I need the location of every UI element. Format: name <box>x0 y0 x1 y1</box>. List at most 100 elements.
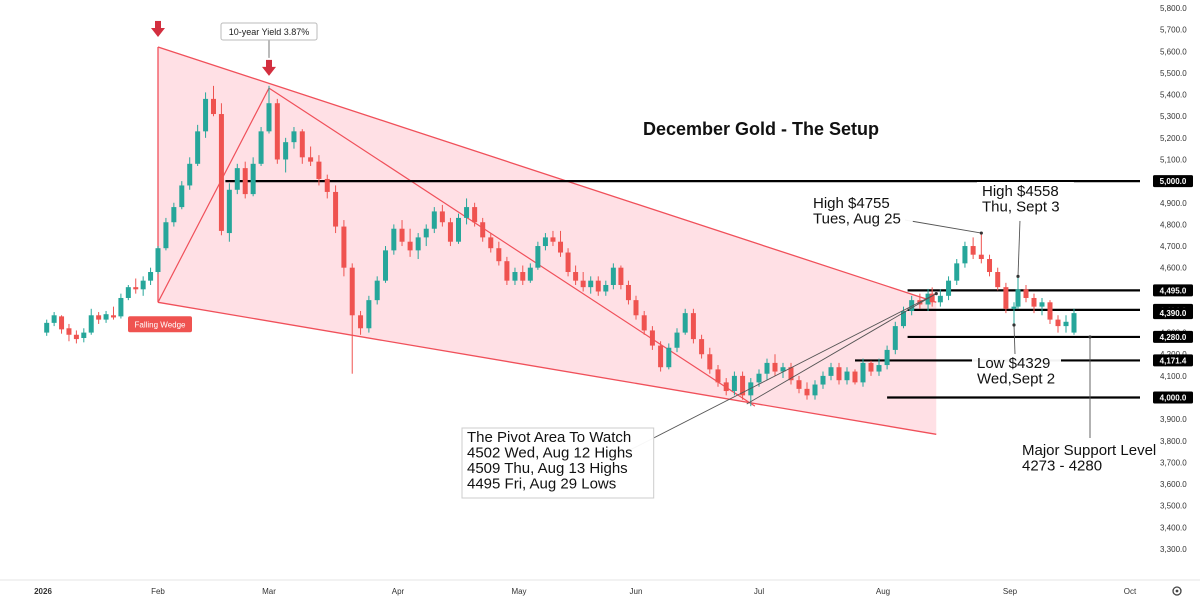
candle-body <box>218 114 224 231</box>
candle <box>978 234 984 264</box>
candle <box>764 358 770 381</box>
candle-body <box>699 339 705 355</box>
candle <box>780 362 786 379</box>
candle <box>195 124 201 166</box>
candle-body <box>148 272 154 281</box>
candle <box>299 129 305 164</box>
y-tick-label: 5,200.0 <box>1160 134 1187 143</box>
candle <box>133 278 139 294</box>
candle <box>520 265 526 285</box>
candle <box>1015 276 1021 309</box>
candle <box>812 380 818 400</box>
price-tag <box>1153 330 1193 343</box>
y-tick-label: 5,700.0 <box>1160 26 1187 35</box>
candle-body <box>103 314 109 320</box>
candle <box>633 295 639 320</box>
candle-body <box>884 349 890 366</box>
candle <box>423 224 429 247</box>
candle-body <box>674 332 680 348</box>
down-arrow-icon <box>155 20 161 29</box>
candle-body <box>439 211 445 223</box>
price-tag <box>1153 354 1193 367</box>
candle-body <box>211 98 216 115</box>
x-tick-label: 2026 <box>34 587 52 596</box>
candle <box>987 254 993 277</box>
candle <box>155 246 161 275</box>
candle-body <box>407 241 413 251</box>
candle <box>171 202 177 227</box>
candle-body <box>820 375 826 385</box>
candle <box>488 233 494 253</box>
candle <box>658 341 664 372</box>
falling-wedge-badge <box>128 316 192 333</box>
candle <box>66 323 72 342</box>
candle <box>1071 308 1077 335</box>
candle <box>542 233 548 251</box>
candle-body <box>804 388 810 396</box>
candle <box>535 241 541 270</box>
wedge-upper-line <box>157 46 937 303</box>
candle <box>868 360 874 376</box>
candle-body <box>995 272 1001 288</box>
candle <box>603 280 609 296</box>
candle <box>179 181 185 210</box>
annotation-line-4-3: 4495 Fri, Aug 29 Lows <box>467 476 616 493</box>
y-tick-label: 4,900.0 <box>1160 199 1187 208</box>
candle <box>1003 282 1009 314</box>
candle-body <box>828 367 834 376</box>
candle-body <box>324 178 330 192</box>
candle-body <box>962 246 968 264</box>
candle <box>1047 300 1053 324</box>
candle-body <box>341 226 347 268</box>
candle-body <box>844 371 850 381</box>
annotation-line-1-1: Thu, Sept 3 <box>982 199 1060 216</box>
candle-body <box>527 267 533 281</box>
y-tick-label: 5,600.0 <box>1160 47 1187 56</box>
candle-body <box>715 369 721 383</box>
y-tick-label: 5,500.0 <box>1160 69 1187 78</box>
candle-body <box>333 191 339 227</box>
candle <box>892 321 898 355</box>
candle-body <box>610 267 616 285</box>
candle-body <box>595 280 601 292</box>
candle-body <box>723 382 729 392</box>
candle <box>1011 302 1017 327</box>
candle-body <box>690 313 696 340</box>
settings-gear-icon[interactable] <box>1172 586 1182 596</box>
candle-body <box>266 103 272 132</box>
candle-body <box>374 280 380 301</box>
candle <box>1031 293 1037 314</box>
candle <box>828 362 834 381</box>
y-tick-label: 5,400.0 <box>1160 91 1187 100</box>
candle <box>125 284 131 301</box>
candle <box>291 127 297 149</box>
candle <box>187 157 193 190</box>
candle-body <box>399 228 405 242</box>
price-tag <box>1153 307 1193 320</box>
candle <box>595 276 601 296</box>
candle <box>349 263 355 374</box>
candle-body <box>88 315 94 333</box>
candle <box>723 378 729 396</box>
x-tick-label: Jul <box>754 587 764 596</box>
y-tick-label: 3,900.0 <box>1160 415 1187 424</box>
candle-body <box>876 365 882 372</box>
candle-body <box>496 248 502 262</box>
candle <box>995 267 1001 291</box>
candle-body <box>573 272 579 281</box>
candle <box>374 276 380 305</box>
candle-body <box>580 280 586 288</box>
candle-body <box>836 367 842 381</box>
y-tick-label: 3,300.0 <box>1160 545 1187 554</box>
candle <box>682 308 688 335</box>
candle-body <box>291 131 297 143</box>
candle <box>772 354 778 376</box>
annotation-point-1 <box>1016 274 1020 278</box>
candle-body <box>1039 302 1045 307</box>
candle-body <box>852 371 858 383</box>
x-tick-label: Aug <box>876 587 890 596</box>
candle <box>610 263 616 290</box>
down-arrow-head-1 <box>262 66 276 76</box>
candle-body <box>900 310 906 327</box>
candle <box>431 207 437 234</box>
